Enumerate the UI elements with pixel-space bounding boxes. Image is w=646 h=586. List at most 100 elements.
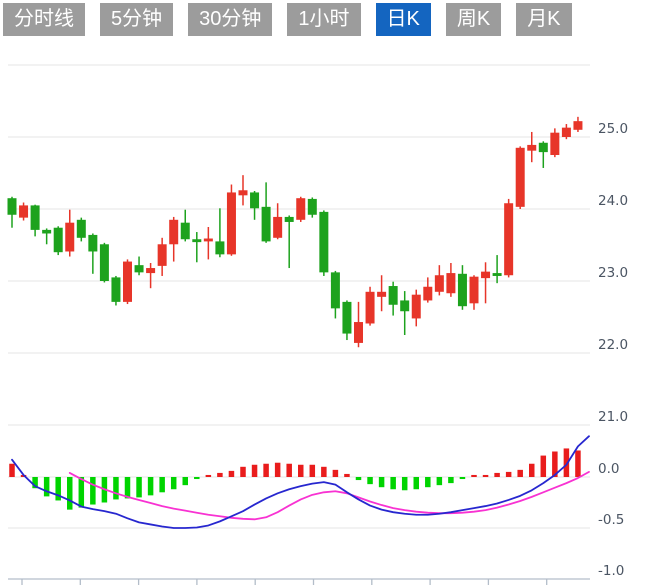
- candle: [388, 281, 398, 316]
- candle-body: [7, 198, 17, 215]
- macd-bar: [90, 477, 96, 505]
- macd-bar: [194, 477, 200, 480]
- tab-time-share[interactable]: 分时线: [3, 3, 85, 36]
- candle-body: [226, 192, 236, 255]
- tab-5min[interactable]: 5分钟: [100, 3, 174, 36]
- candle-body: [434, 275, 444, 292]
- candle-body: [284, 216, 294, 222]
- candle-body: [296, 198, 306, 220]
- candle-body: [65, 222, 75, 252]
- candle-body: [457, 273, 467, 307]
- candle-body: [400, 300, 410, 312]
- candlestick-series: [7, 116, 583, 348]
- candle: [30, 204, 40, 237]
- candle-body: [42, 229, 52, 234]
- candle: [527, 131, 537, 163]
- macd-bar: [309, 464, 316, 477]
- candle: [99, 242, 109, 283]
- candle: [504, 198, 514, 278]
- macd-bar: [67, 477, 73, 510]
- candle: [134, 256, 144, 276]
- candle-body: [446, 273, 456, 294]
- period-tabbar: 分时线 5分钟 30分钟 1小时 日K 周K 月K: [3, 3, 572, 36]
- macd-bar: [355, 477, 362, 481]
- candle: [157, 237, 167, 276]
- candle: [354, 301, 363, 348]
- candle-body: [76, 219, 86, 238]
- candle: [446, 263, 456, 297]
- candle: [307, 197, 317, 218]
- tab-1hour[interactable]: 1小时: [287, 3, 361, 36]
- candle-body: [342, 301, 352, 334]
- macd-bar: [136, 477, 142, 498]
- candle: [400, 291, 410, 335]
- macd-axis-label: -1.0: [598, 563, 624, 579]
- macd-axis-label: -0.5: [598, 512, 624, 528]
- tab-weekly-k[interactable]: 周K: [445, 3, 502, 36]
- candle: [481, 262, 491, 304]
- candle: [76, 217, 86, 242]
- candle-body: [180, 222, 190, 240]
- candle: [319, 210, 329, 276]
- candle: [146, 263, 156, 289]
- candle-body: [411, 294, 421, 319]
- macd-bar: [159, 477, 165, 493]
- candle-body: [307, 198, 317, 215]
- tab-30min[interactable]: 30分钟: [188, 3, 273, 36]
- candle-body: [388, 286, 398, 305]
- price-axis-labels: 25.0 24.0 23.0 22.0 21.0: [598, 121, 628, 425]
- macd-bar: [436, 477, 443, 486]
- candle: [330, 270, 340, 319]
- price-axis-label: 22.0: [598, 337, 628, 353]
- candle: [377, 275, 387, 312]
- price-axis-label: 25.0: [598, 121, 628, 137]
- candle-body: [365, 291, 375, 324]
- macd-bar: [529, 463, 535, 477]
- macd-bar: [413, 477, 419, 490]
- candle-body: [481, 271, 491, 279]
- candle: [123, 259, 132, 305]
- candle: [550, 128, 560, 158]
- macd-bar: [32, 477, 38, 489]
- candle: [284, 215, 294, 269]
- candle: [261, 182, 271, 243]
- candle-body: [53, 227, 63, 253]
- candle: [457, 265, 467, 310]
- candle-body: [203, 238, 213, 242]
- candle: [492, 255, 502, 284]
- candle: [538, 141, 548, 168]
- candle-body: [319, 211, 329, 273]
- macd-bar: [286, 463, 292, 477]
- macd-bar: [505, 471, 512, 477]
- macd-bar: [332, 469, 339, 477]
- candle: [19, 202, 29, 221]
- candle-body: [469, 276, 479, 304]
- macd-bar: [298, 464, 304, 477]
- macd-bar: [494, 472, 500, 477]
- macd-bar: [540, 455, 547, 477]
- macd-bar: [228, 470, 235, 477]
- candle-body: [573, 121, 583, 130]
- candle-body: [423, 286, 433, 301]
- candle-body: [330, 272, 340, 309]
- macd-axis-label: 0.0: [598, 461, 619, 477]
- candle-body: [527, 144, 537, 151]
- candle-body: [88, 234, 98, 252]
- tab-monthly-k[interactable]: 月K: [516, 3, 572, 36]
- candle: [296, 196, 306, 222]
- candle: [434, 265, 444, 296]
- macd-bar: [43, 477, 50, 497]
- macd-bar: [425, 477, 431, 488]
- candle-body: [192, 239, 202, 243]
- macd-bar: [390, 477, 396, 490]
- macd-bar: [274, 462, 281, 477]
- tab-daily-k[interactable]: 日K: [375, 3, 431, 36]
- macd-bar: [205, 474, 212, 477]
- candle-body: [504, 203, 514, 276]
- candle: [180, 209, 190, 242]
- macd-bar: [321, 466, 327, 477]
- macd-bar: [78, 477, 85, 508]
- candle: [573, 116, 583, 132]
- macd-bar: [552, 451, 558, 477]
